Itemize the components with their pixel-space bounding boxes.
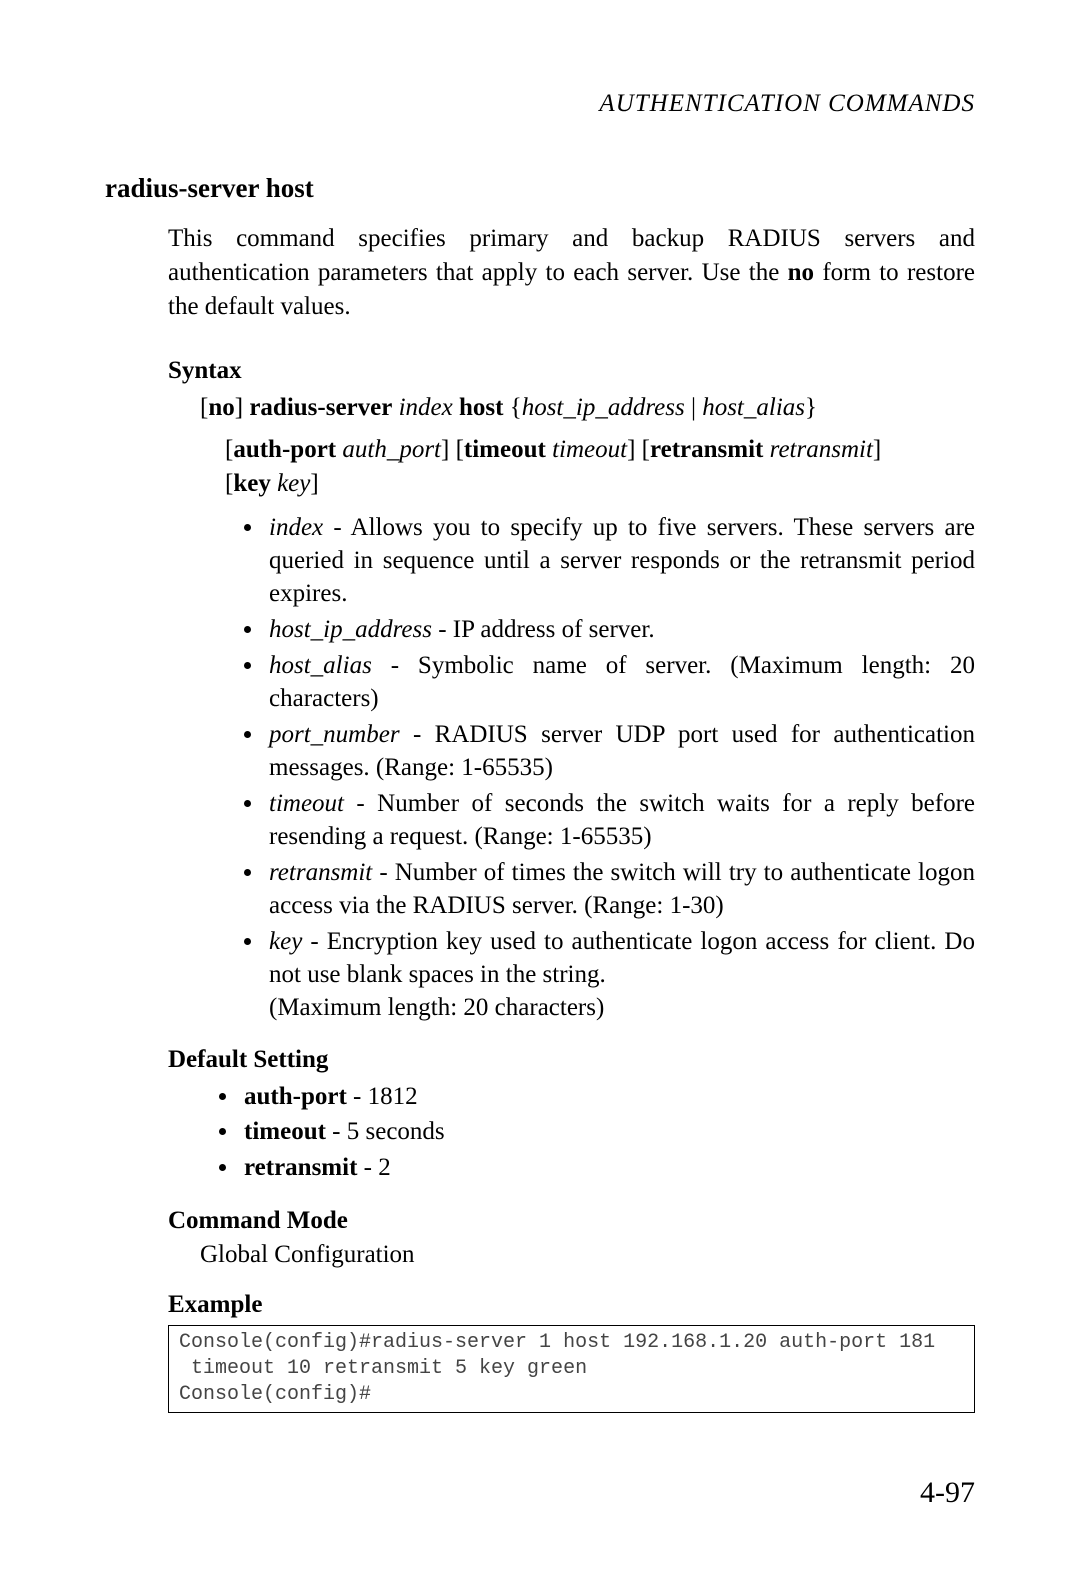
param-retrans-term: retransmit xyxy=(269,859,372,886)
syntax-host: host xyxy=(459,394,503,421)
param-index-desc: - Allows you to specify up to five serve… xyxy=(269,514,975,607)
example-label: Example xyxy=(168,1291,975,1319)
syntax-label: Syntax xyxy=(168,357,975,385)
param-key-desc1: - Encryption key used to authenticate lo… xyxy=(269,928,975,988)
param-hip-desc: - IP address of server. xyxy=(432,616,655,643)
desc-no-keyword: no xyxy=(788,259,814,286)
param-alias-desc: - Symbolic name of server. (Maximum leng… xyxy=(269,652,975,712)
syntax-auth-port-kw: auth-port xyxy=(233,436,336,463)
default-timeout-v: - 5 seconds xyxy=(326,1118,445,1145)
default-auth-port: auth-port - 1812 xyxy=(240,1080,975,1114)
parameter-list: index - Allows you to specify up to five… xyxy=(105,511,975,1024)
syntax-line-1: [no] radius-server index host {host_ip_a… xyxy=(200,391,975,425)
syntax-retransmit: retransmit xyxy=(770,436,873,463)
syntax-no: no xyxy=(208,394,234,421)
param-retransmit: retransmit - Number of times the switch … xyxy=(265,856,975,922)
default-retransmit: retransmit - 2 xyxy=(240,1151,975,1185)
syntax-host-alias: host_alias xyxy=(702,394,805,421)
page-number: 4-97 xyxy=(920,1476,975,1510)
default-retransmit-k: retransmit xyxy=(244,1154,357,1181)
param-port-number: port_number - RADIUS server UDP port use… xyxy=(265,718,975,784)
param-key: key - Encryption key used to authenticat… xyxy=(265,925,975,1024)
page-header: AUTHENTICATION COMMANDS xyxy=(105,90,975,118)
example-console-output: Console(config)#radius-server 1 host 192… xyxy=(168,1325,975,1413)
param-host-ip: host_ip_address - IP address of server. xyxy=(265,613,975,646)
command-title: radius-server host xyxy=(105,173,975,204)
defaults-list: auth-port - 1812 timeout - 5 seconds ret… xyxy=(105,1080,975,1185)
param-host-alias: host_alias - Symbolic name of server. (M… xyxy=(265,649,975,715)
param-timeout: timeout - Number of seconds the switch w… xyxy=(265,787,975,853)
br: ] xyxy=(310,470,318,497)
syntax-timeout-kw: timeout xyxy=(464,436,546,463)
command-mode-label: Command Mode xyxy=(168,1207,975,1235)
syntax-line-3: [key key] xyxy=(225,467,975,501)
syntax-auth-port: auth_port xyxy=(342,436,441,463)
command-mode-text: Global Configuration xyxy=(200,1241,975,1269)
param-retrans-desc: - Number of times the switch will try to… xyxy=(269,859,975,919)
syntax-timeout: timeout xyxy=(552,436,627,463)
param-alias-term: host_alias xyxy=(269,652,372,679)
param-hip-term: host_ip_address xyxy=(269,616,432,643)
syntax-bracket-close: ] xyxy=(235,394,250,421)
header-text: AUTHENTICATION COMMANDS xyxy=(599,90,975,117)
param-port-term: port_number xyxy=(269,721,400,748)
default-retransmit-v: - 2 xyxy=(357,1154,390,1181)
syntax-close-brace: } xyxy=(805,394,817,421)
br: ] [ xyxy=(441,436,464,463)
param-key-term: key xyxy=(269,928,302,955)
command-description: This command specifies primary and backu… xyxy=(168,222,975,323)
syntax-retransmit-kw: retransmit xyxy=(650,436,763,463)
sp: { xyxy=(503,394,521,421)
br: ] [ xyxy=(627,436,650,463)
default-auth-port-k: auth-port xyxy=(244,1083,347,1110)
default-auth-port-v: - 1812 xyxy=(347,1083,418,1110)
syntax-key-kw: key xyxy=(233,470,271,497)
syntax-index: index xyxy=(399,394,453,421)
param-key-desc2: (Maximum length: 20 characters) xyxy=(269,994,604,1021)
param-timeout-term: timeout xyxy=(269,790,344,817)
default-timeout-k: timeout xyxy=(244,1118,326,1145)
default-setting-label: Default Setting xyxy=(168,1046,975,1074)
param-index-term: index xyxy=(269,514,323,541)
syntax-radius-server: radius-server xyxy=(249,394,392,421)
syntax-key: key xyxy=(277,470,310,497)
syntax-line-2: [auth-port auth_port] [timeout timeout] … xyxy=(225,433,975,467)
param-timeout-desc: - Number of seconds the switch waits for… xyxy=(269,790,975,850)
default-timeout: timeout - 5 seconds xyxy=(240,1115,975,1149)
syntax-pipe: | xyxy=(685,394,703,421)
syntax-host-ip: host_ip_address xyxy=(522,394,685,421)
br: ] xyxy=(873,436,881,463)
param-index: index - Allows you to specify up to five… xyxy=(265,511,975,610)
